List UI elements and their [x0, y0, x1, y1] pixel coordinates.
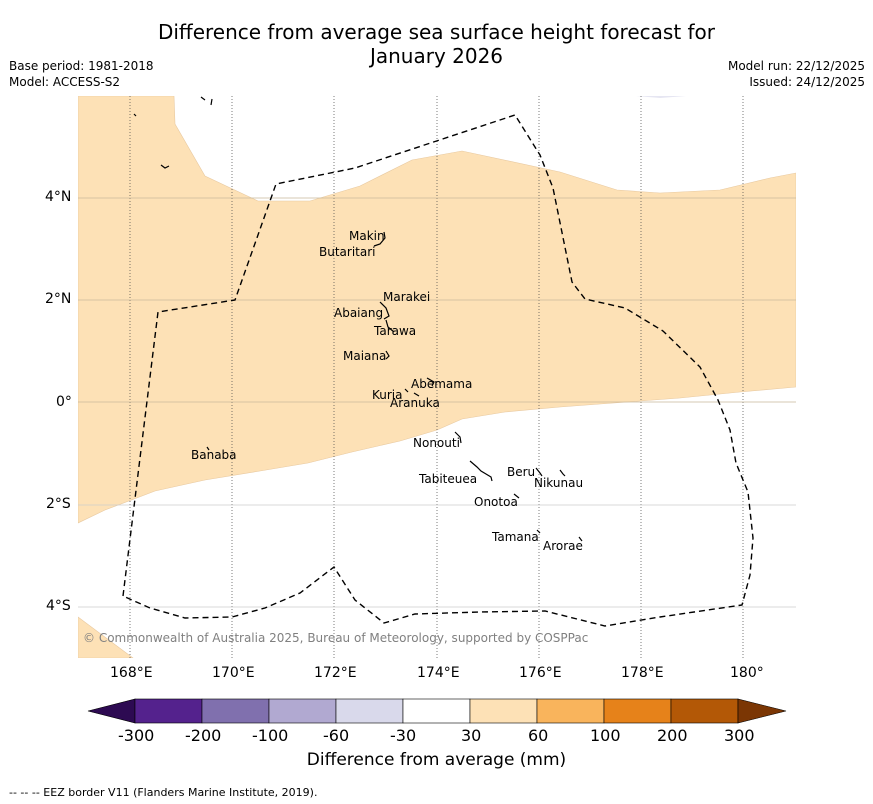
colorbar-segment [134, 698, 203, 724]
island-label: Banaba [191, 448, 237, 462]
title-line-2: January 2026 [369, 44, 504, 68]
colorbar-tick-label: -60 [323, 726, 350, 745]
meta-left: Base period: 1981-2018 Model: ACCESS-S2 [9, 58, 154, 90]
island-label: Marakei [383, 290, 431, 304]
colorbar-label: Difference from average (mm) [306, 750, 567, 770]
lat-gridlines [78, 197, 796, 608]
copyright-notice: © Commonwealth of Australia 2025, Bureau… [83, 631, 589, 645]
eez-border [122, 114, 754, 627]
island-label: Abemama [411, 377, 473, 391]
island-coastlines [133, 96, 583, 542]
meta-right: Model run: 22/12/2025 Issued: 24/12/2025 [728, 58, 865, 90]
issued-date: Issued: 24/12/2025 [749, 75, 865, 89]
lat-label: 4°N [45, 189, 72, 205]
lon-label: 170°E [212, 665, 255, 681]
colorbar-segment [536, 698, 605, 724]
island-label: Tabiteuea [419, 472, 478, 486]
colorbar-segment [402, 698, 471, 724]
island-label: Nikunau [534, 476, 584, 490]
lat-label: 2°N [45, 291, 72, 307]
colorbar-segment [201, 698, 270, 724]
lon-label: 176°E [519, 665, 562, 681]
title-line-1: Difference from average sea surface heig… [157, 20, 716, 44]
island-label: Arorae [543, 539, 583, 553]
colorbar-segment [670, 698, 739, 724]
colorbar [87, 698, 787, 724]
colorbar-segment [335, 698, 404, 724]
lon-label: 174°E [417, 665, 460, 681]
chart-title: Difference from average sea surface heig… [0, 20, 873, 68]
colorbar-tick-label: 30 [461, 726, 482, 745]
lon-label: 172°E [314, 665, 357, 681]
island-label: Tamana [492, 530, 539, 544]
island-label: Beru [507, 465, 536, 479]
colorbar-extend-low [87, 698, 136, 724]
model-run: Model run: 22/12/2025 [727, 59, 865, 73]
colorbar-tick-label: -200 [185, 726, 222, 745]
base-period: Base period: 1981-2018 [9, 59, 154, 73]
model-name: Model: ACCESS-S2 [9, 75, 121, 89]
island-label: Onotoa [474, 495, 518, 509]
island-label: Butaritari [319, 245, 376, 259]
island-label: Kuria [372, 388, 403, 402]
lat-label: 4°S [46, 598, 71, 614]
lon-label: 180° [730, 665, 764, 681]
colorbar-tick-label: -30 [390, 726, 417, 745]
lat-label: 2°S [46, 496, 71, 512]
island-label: Nonouti [413, 436, 460, 450]
anomaly-shading-top [636, 96, 686, 98]
colorbar-tick-label: 200 [657, 726, 688, 745]
colorbar-tick-label: 60 [528, 726, 549, 745]
colorbar-tick-label: -300 [118, 726, 155, 745]
colorbar-segment [268, 698, 337, 724]
colorbar-segment [603, 698, 672, 724]
island-label: Aranuka [390, 396, 440, 410]
lon-gridlines [129, 96, 744, 658]
island-label: Abaiang [334, 306, 384, 320]
lon-label: 168°E [110, 665, 153, 681]
island-label: Tarawa [374, 324, 417, 338]
anomaly-shading-corner [78, 616, 134, 658]
colorbar-tick-label: -100 [252, 726, 289, 745]
lat-label: 0° [56, 394, 72, 410]
colorbar-segment [469, 698, 538, 724]
lon-label: 178°E [621, 665, 664, 681]
island-label: Maiana [343, 349, 387, 363]
colorbar-tick-label: 300 [724, 726, 755, 745]
island-label: Makin [349, 229, 385, 243]
footer-note: -- -- -- EEZ border V11 (Flanders Marine… [9, 786, 318, 799]
colorbar-tick-label: 100 [590, 726, 621, 745]
colorbar-extend-high [737, 698, 787, 724]
